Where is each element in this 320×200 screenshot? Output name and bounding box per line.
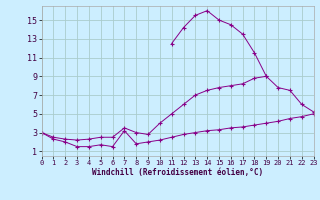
X-axis label: Windchill (Refroidissement éolien,°C): Windchill (Refroidissement éolien,°C) bbox=[92, 168, 263, 177]
